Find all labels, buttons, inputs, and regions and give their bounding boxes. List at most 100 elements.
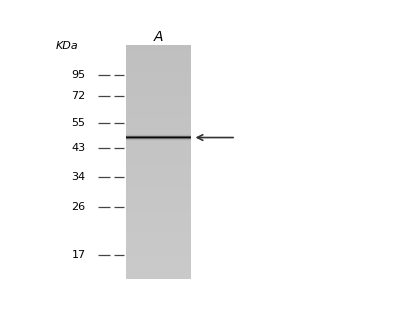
Bar bbox=[126, 146, 191, 148]
Bar bbox=[126, 153, 191, 155]
Bar bbox=[126, 200, 191, 202]
Bar bbox=[126, 61, 191, 64]
Bar bbox=[126, 45, 191, 47]
Bar bbox=[126, 78, 191, 80]
Bar bbox=[126, 240, 191, 242]
Bar bbox=[126, 169, 191, 171]
Bar bbox=[126, 122, 191, 125]
Bar bbox=[126, 242, 191, 244]
Bar bbox=[126, 160, 191, 162]
Bar bbox=[126, 193, 191, 195]
Bar bbox=[126, 73, 191, 75]
Bar bbox=[126, 165, 191, 167]
Bar bbox=[126, 50, 191, 52]
Bar bbox=[126, 207, 191, 209]
Text: A: A bbox=[154, 30, 163, 44]
Bar bbox=[126, 214, 191, 216]
Bar bbox=[126, 111, 191, 113]
Text: 17: 17 bbox=[72, 250, 86, 260]
Text: 55: 55 bbox=[72, 118, 86, 128]
Bar bbox=[126, 268, 191, 270]
Bar bbox=[126, 186, 191, 188]
Bar bbox=[126, 171, 191, 174]
Bar bbox=[126, 223, 191, 225]
Bar bbox=[126, 87, 191, 89]
Bar bbox=[126, 275, 191, 277]
Bar bbox=[126, 265, 191, 268]
Bar bbox=[126, 216, 191, 219]
Bar bbox=[126, 209, 191, 211]
Bar bbox=[126, 104, 191, 106]
Bar bbox=[126, 254, 191, 256]
Bar bbox=[126, 141, 191, 143]
Bar bbox=[126, 228, 191, 230]
Bar bbox=[126, 158, 191, 160]
Bar bbox=[126, 251, 191, 254]
Bar bbox=[126, 235, 191, 237]
Bar bbox=[126, 270, 191, 273]
Bar bbox=[126, 219, 191, 221]
Bar bbox=[126, 188, 191, 190]
Bar bbox=[126, 129, 191, 132]
Bar bbox=[126, 256, 191, 258]
Bar bbox=[126, 211, 191, 214]
Bar bbox=[126, 113, 191, 115]
Bar bbox=[126, 183, 191, 186]
Text: KDa: KDa bbox=[56, 41, 79, 51]
Bar bbox=[126, 190, 191, 193]
Bar bbox=[126, 143, 191, 146]
Bar bbox=[126, 150, 191, 153]
Bar bbox=[126, 261, 191, 263]
Bar bbox=[126, 68, 191, 71]
Bar bbox=[126, 258, 191, 261]
Text: 26: 26 bbox=[72, 202, 86, 212]
Bar bbox=[126, 106, 191, 108]
Bar bbox=[126, 115, 191, 118]
Bar bbox=[126, 132, 191, 134]
Bar bbox=[126, 237, 191, 240]
Bar bbox=[126, 120, 191, 122]
Bar bbox=[126, 198, 191, 200]
Bar bbox=[126, 99, 191, 101]
Bar bbox=[126, 176, 191, 179]
Bar bbox=[126, 162, 191, 165]
Bar bbox=[126, 94, 191, 96]
Bar bbox=[126, 59, 191, 61]
Bar bbox=[126, 155, 191, 158]
Bar bbox=[126, 273, 191, 275]
Bar bbox=[126, 263, 191, 265]
Bar bbox=[126, 92, 191, 94]
Bar bbox=[126, 174, 191, 176]
Bar bbox=[126, 136, 191, 139]
Bar bbox=[126, 246, 191, 249]
Bar bbox=[126, 195, 191, 198]
Bar bbox=[126, 181, 191, 183]
Bar bbox=[126, 66, 191, 68]
Bar bbox=[126, 89, 191, 92]
Text: 72: 72 bbox=[72, 91, 86, 101]
Bar bbox=[126, 167, 191, 169]
Bar bbox=[126, 57, 191, 59]
Bar bbox=[126, 54, 191, 57]
Bar bbox=[126, 125, 191, 127]
Bar bbox=[126, 127, 191, 129]
Bar bbox=[126, 108, 191, 111]
Bar bbox=[126, 85, 191, 87]
Bar bbox=[126, 139, 191, 141]
Bar bbox=[126, 134, 191, 136]
Bar bbox=[126, 221, 191, 223]
Bar bbox=[126, 244, 191, 246]
Bar bbox=[126, 64, 191, 66]
Text: 95: 95 bbox=[72, 70, 86, 80]
Text: 34: 34 bbox=[72, 172, 86, 182]
Bar bbox=[126, 249, 191, 251]
Bar bbox=[126, 179, 191, 181]
Bar bbox=[126, 47, 191, 50]
Bar bbox=[126, 225, 191, 228]
Bar bbox=[126, 148, 191, 150]
Bar bbox=[126, 277, 191, 279]
Text: 43: 43 bbox=[72, 143, 86, 153]
Bar bbox=[126, 80, 191, 83]
Bar bbox=[126, 202, 191, 204]
Bar bbox=[126, 204, 191, 207]
